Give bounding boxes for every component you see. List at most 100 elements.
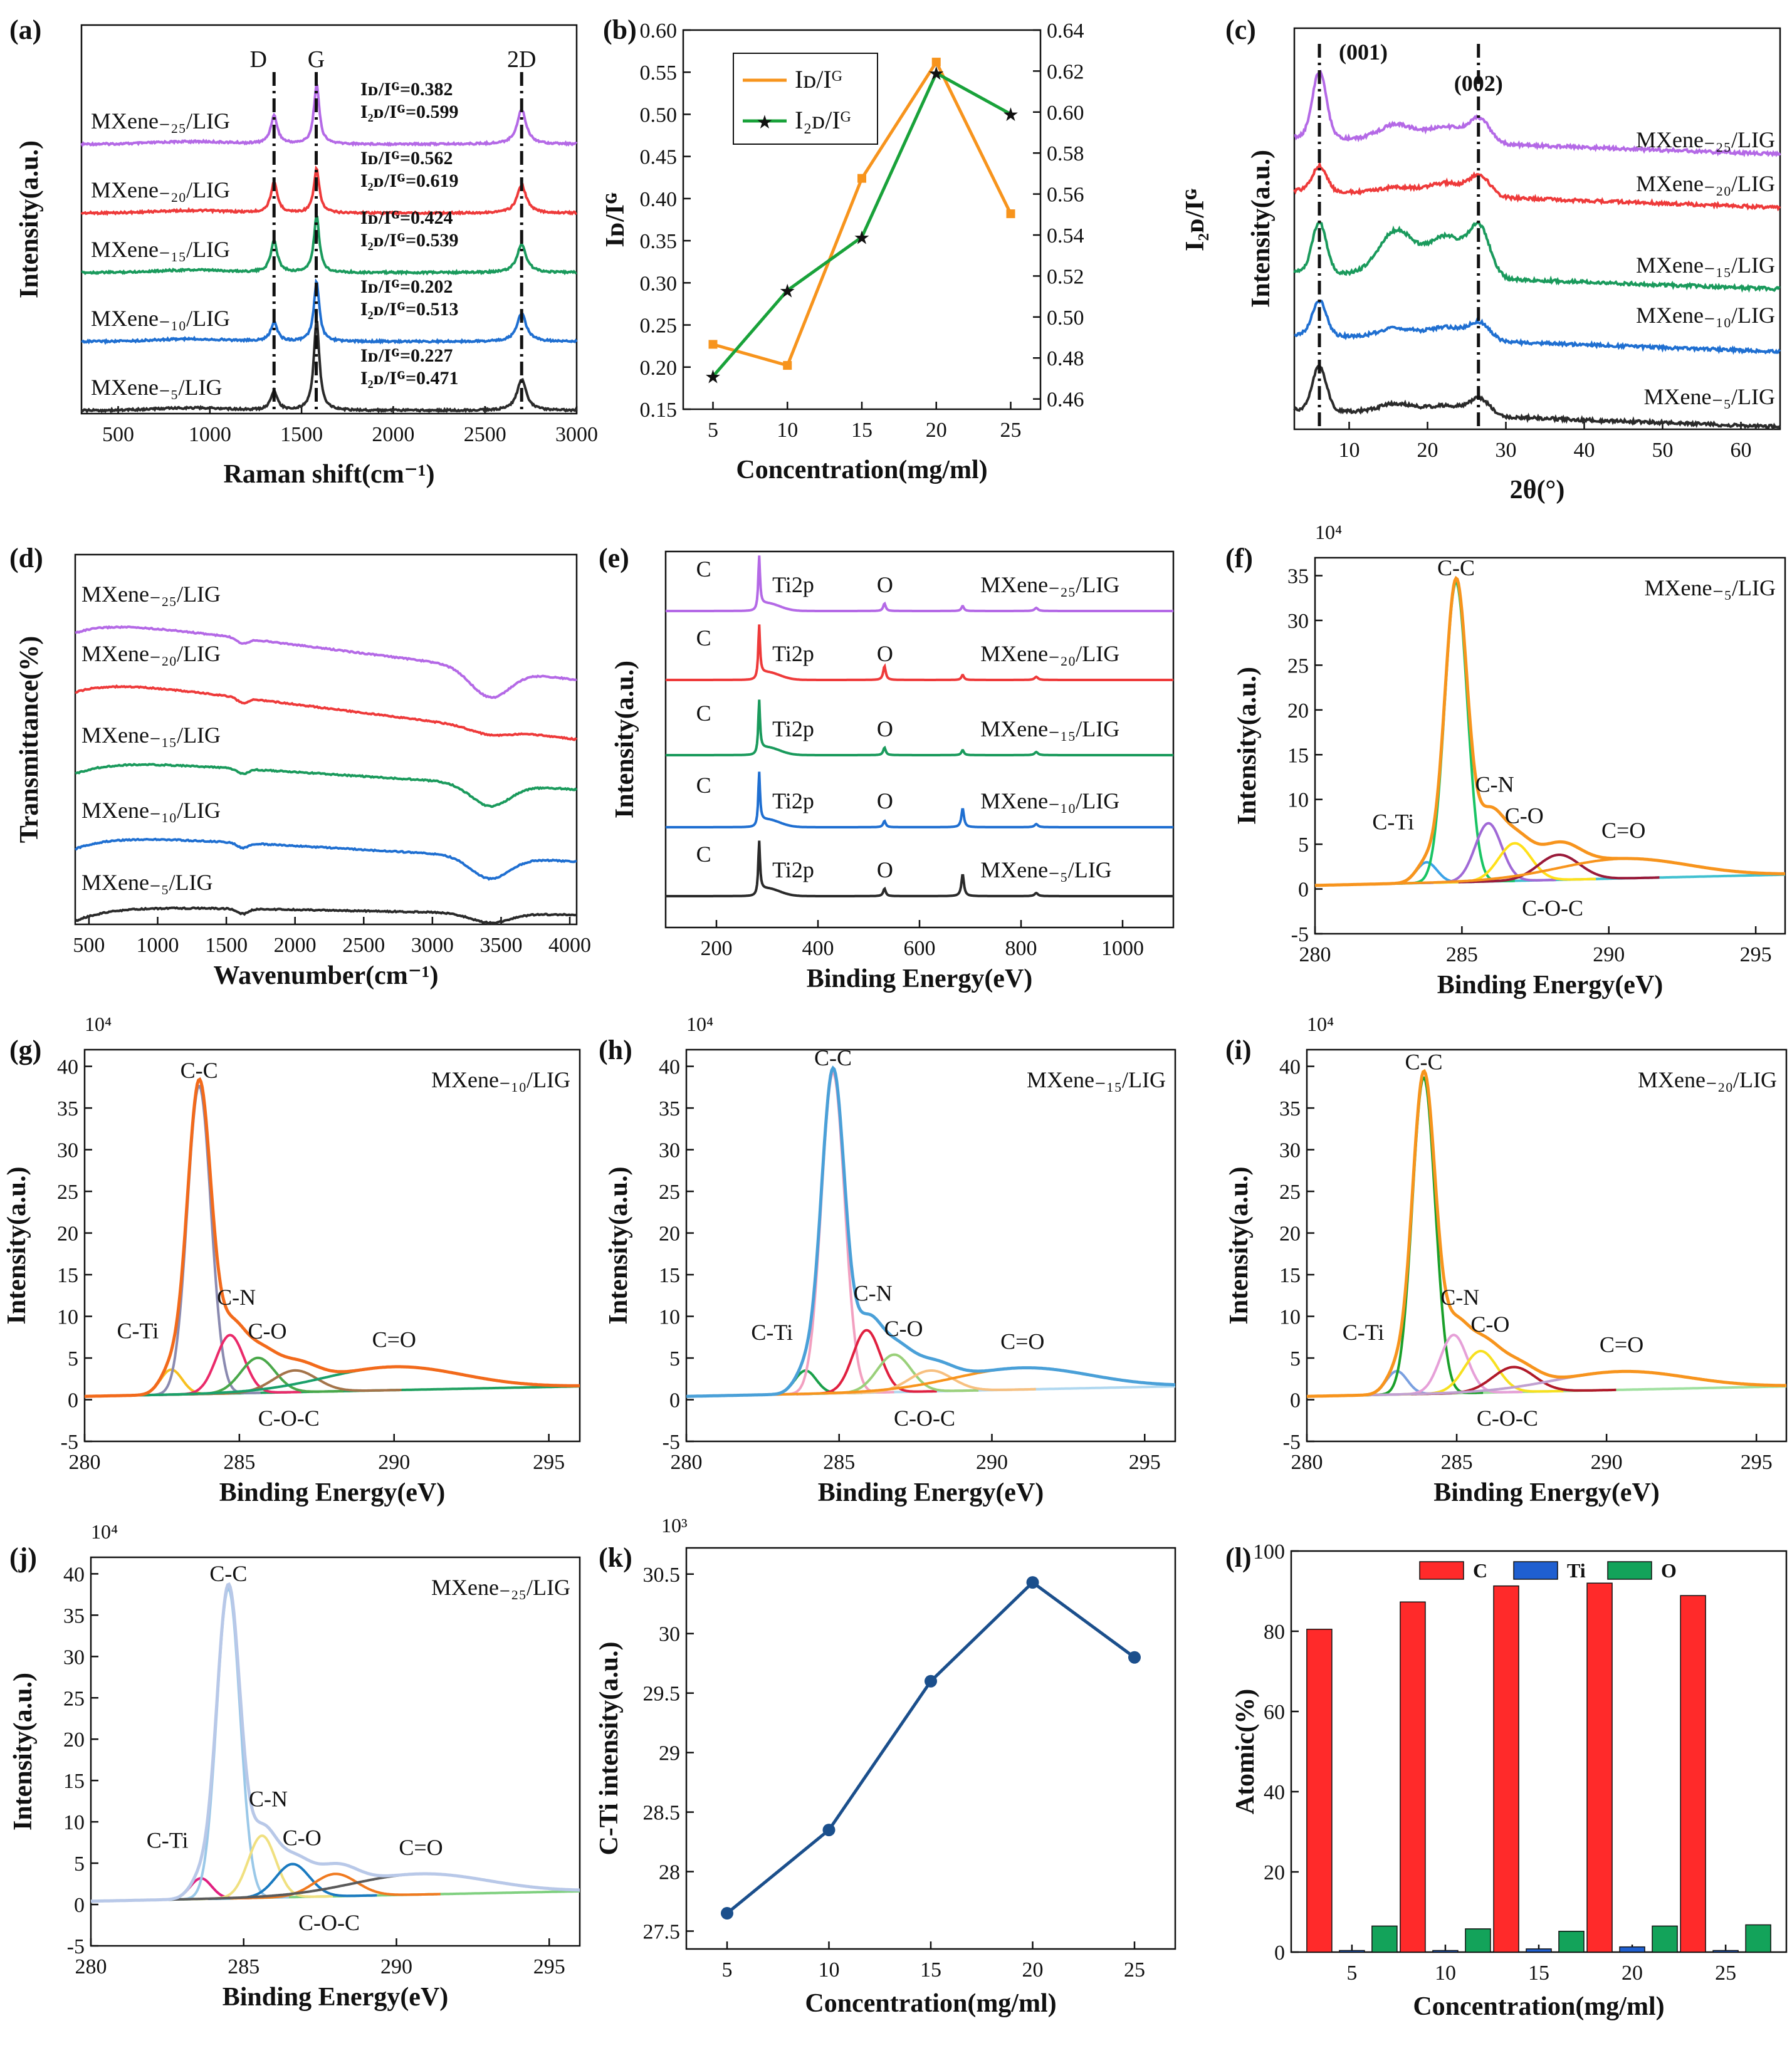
y-tick-label: -5 — [663, 1431, 680, 1454]
panel-label: (i) — [1225, 1035, 1252, 1065]
y-tick-label: -5 — [67, 1935, 85, 1958]
x-tick-label: 290 — [1593, 943, 1625, 966]
peak-label: C-C — [814, 1045, 852, 1070]
y-tick-label: 25 — [1279, 1181, 1301, 1204]
y-tick-label: 30 — [659, 1623, 680, 1646]
plot-frame — [685, 1547, 1176, 1950]
peak-label: C-Ti — [147, 1827, 189, 1852]
component-C-O — [1398, 1349, 1564, 1396]
y-tick-label: 15 — [1287, 744, 1309, 767]
x-tick-label: 4000 — [548, 934, 591, 957]
series-line — [1294, 69, 1781, 157]
x-tick-label: 60 — [1731, 439, 1752, 462]
peak-label: C-O — [283, 1826, 322, 1851]
series-line — [80, 165, 577, 217]
plot-frame — [1314, 556, 1786, 935]
y-tick-label: 35 — [57, 1097, 78, 1121]
panel-g: (g) 280 285 290 295 -5 0 5 10 15 20 25 30 35 40 10⁴ Bind… — [3, 1013, 581, 1507]
element-label: C — [696, 701, 711, 726]
y-tick-label: 25 — [63, 1687, 85, 1710]
y-tick-label: 20 — [57, 1223, 78, 1246]
element-label: Ti2p — [772, 641, 814, 666]
x-tick-label: 290 — [976, 1451, 1008, 1474]
peak-label: C-N — [1440, 1285, 1479, 1310]
y-tick-label: 20 — [1279, 1223, 1301, 1246]
series-label: MXene₋₂₀/LIG — [91, 177, 230, 202]
x-tick-label: 285 — [1446, 943, 1478, 966]
sample-label: MXene₋₂₀/LIG — [1638, 1067, 1777, 1092]
series-line — [75, 625, 577, 699]
peak-label: C-O-C — [1477, 1406, 1538, 1431]
peak-label: C-N — [217, 1285, 256, 1310]
x-tick-label: 5 — [1346, 1962, 1357, 1985]
panel-label: (d) — [9, 543, 43, 573]
x-tick-label: 285 — [823, 1451, 855, 1474]
peak-label: C=O — [1600, 1332, 1643, 1357]
peak-label: (001) — [1339, 39, 1388, 65]
panel-k: (k) 5 10 15 20 25 27.5 28 28.5 29 29.5 30 30.5 10³ Con… — [595, 1514, 1176, 2018]
y-tick-label: 0.45 — [640, 146, 678, 169]
y-tick-label: 27.5 — [643, 1921, 681, 1944]
series-label: MXene₋₁₅/LIG — [91, 237, 230, 262]
series-line — [75, 837, 577, 881]
y-tick-label: -5 — [1291, 923, 1309, 946]
x-tick-label: 280 — [1291, 1451, 1323, 1474]
peak-label: C-N — [1475, 772, 1514, 797]
peak-label: C-O — [1470, 1312, 1509, 1337]
plot-frame — [80, 24, 578, 415]
bar-C — [1306, 1629, 1333, 1953]
bar-O — [1745, 1924, 1771, 1953]
y-tick-label: 0.25 — [640, 315, 678, 338]
y-axis-title: Intensity(a.u.) — [9, 1673, 38, 1831]
y-tick-label: 0.46 — [1047, 389, 1084, 412]
x-tick-label: 1500 — [205, 934, 248, 957]
y-tick-label: 0.15 — [640, 399, 678, 422]
x-tick-label: 15 — [920, 1958, 941, 1982]
ratio-label: I₂ᴅ/Iᴳ=0.599 — [360, 102, 459, 122]
x-tick-label: 25 — [1124, 1958, 1145, 1982]
panel-label: (j) — [9, 1542, 37, 1573]
peak-label: C-O-C — [298, 1910, 360, 1935]
x-axis-title: 2θ(°) — [1510, 476, 1565, 504]
x-tick-label: 3500 — [479, 934, 522, 957]
y-tick-label: 25 — [1287, 654, 1309, 677]
bar-C — [1586, 1582, 1613, 1953]
x-tick-label: 1500 — [280, 423, 323, 446]
x-tick-label: 30 — [1496, 439, 1517, 462]
ratio-label: Iᴅ/Iᴳ=0.202 — [360, 276, 453, 297]
element-label: O — [877, 572, 893, 597]
component-C-C — [137, 1085, 261, 1397]
element-label: Ti2p — [772, 788, 814, 813]
y-tick-label: 0.35 — [640, 230, 678, 253]
x-tick-label: 20 — [1417, 439, 1438, 462]
x-tick-label: 15 — [1528, 1962, 1549, 1985]
series-label: MXene₋₁₅/LIG — [980, 716, 1119, 741]
marker-i2d-ig: ★ — [928, 64, 945, 85]
peak-label: C-O — [884, 1316, 923, 1341]
ratio-label: I₂ᴅ/Iᴳ=0.513 — [360, 299, 459, 320]
series-label: MXene₋₂₅/LIG — [81, 582, 221, 607]
bar-O — [1465, 1928, 1491, 1953]
panel-label: (a) — [9, 14, 41, 45]
y-tick-label: 10 — [63, 1811, 85, 1834]
envelope-line — [1307, 1068, 1786, 1398]
y-tick-label: 0 — [1290, 1389, 1301, 1413]
y-tick-label: 35 — [63, 1604, 85, 1627]
peak-label: C=O — [372, 1327, 416, 1352]
y-tick-label: 20 — [63, 1728, 85, 1752]
y-tick-label: 80 — [1264, 1621, 1285, 1644]
panel-i: (i) 280 285 290 295 -5 0 5 10 15 20 25 30 35 40 10⁴ Bind… — [1225, 1013, 1788, 1507]
x-tick-label: 295 — [533, 1955, 565, 1978]
x-tick-label: 295 — [1741, 1451, 1773, 1474]
peak-label: C-C — [1405, 1050, 1442, 1075]
envelope-line — [85, 1077, 580, 1398]
y-tick-label: 0 — [1298, 879, 1309, 902]
x-tick-label: 2000 — [274, 934, 317, 957]
bar-C — [1493, 1585, 1519, 1953]
x-axis-title: Binding Energy(eV) — [223, 1983, 449, 2012]
panel-a: (a) 500 1000 1500 2000 2500 3000 Raman shift(cm… — [9, 14, 598, 489]
y-axis-title: Intensity(a.u.) — [15, 140, 44, 298]
x-tick-label: 285 — [223, 1451, 255, 1474]
y-tick-label: 0 — [1274, 1941, 1285, 1965]
